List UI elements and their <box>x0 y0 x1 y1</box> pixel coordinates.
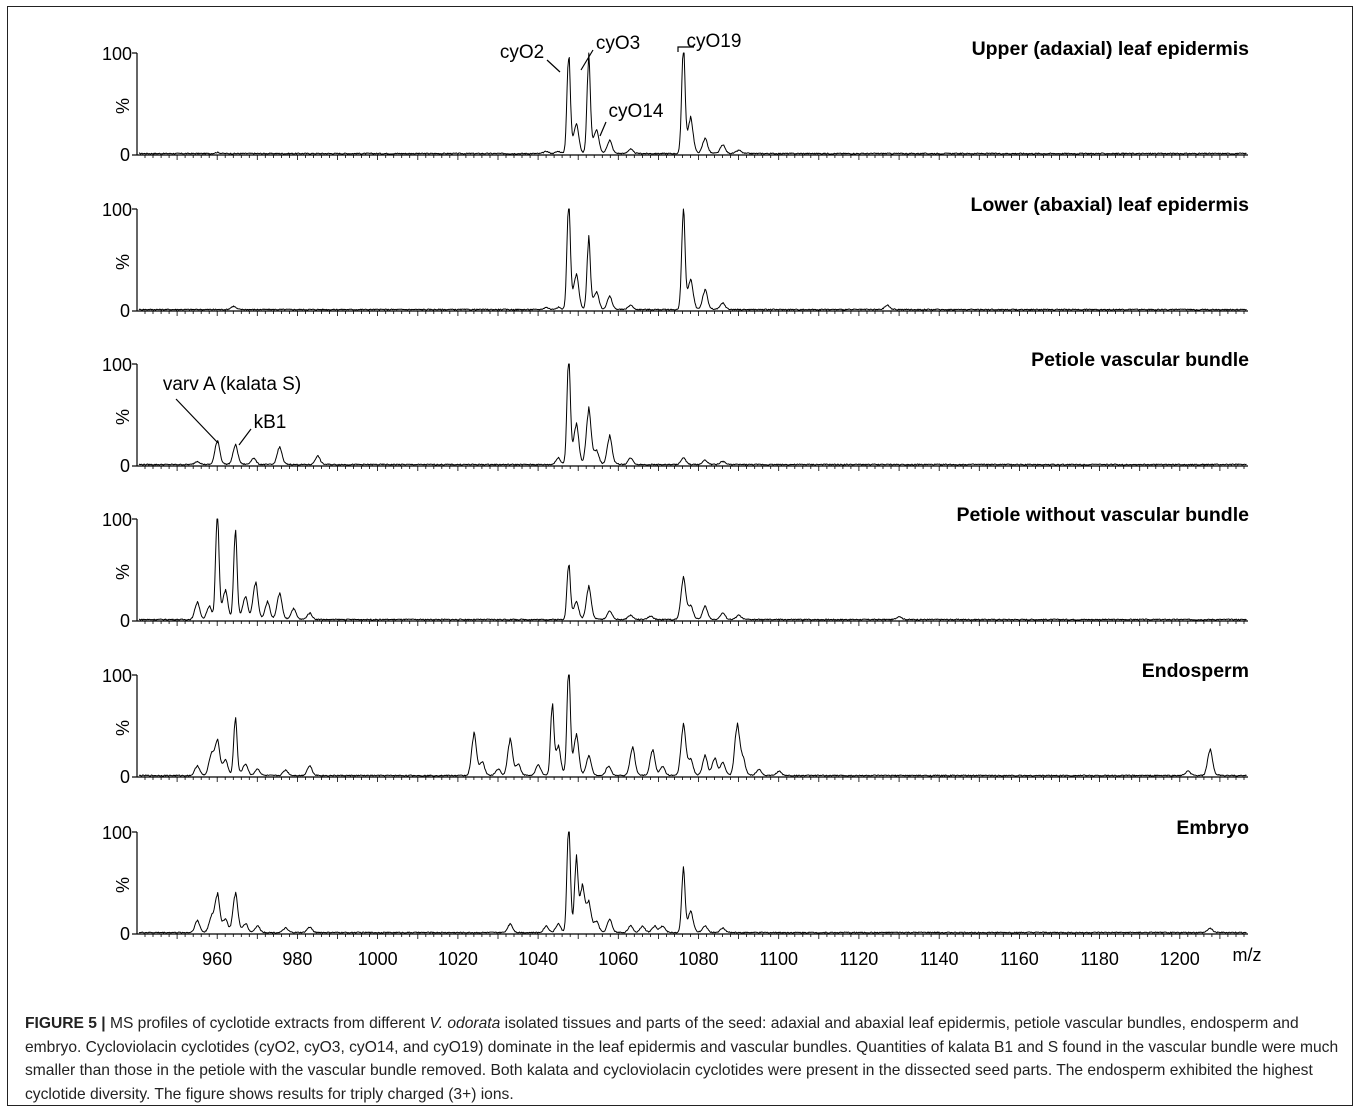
x-tick-label: 980 <box>282 949 312 969</box>
x-axis-label: m/z <box>1233 945 1262 965</box>
peak-annotation: kB1 <box>254 412 287 433</box>
x-tick-label: 1160 <box>1000 949 1039 969</box>
figure-label: FIGURE 5 | <box>25 1015 106 1032</box>
y-axis-label: % <box>113 409 133 425</box>
panel-title: Lower (abaxial) leaf epidermis <box>970 194 1249 216</box>
y-tick-label-0: 0 <box>120 924 130 944</box>
peak-annotation: cyO2 <box>500 42 544 63</box>
spectrum-trace-2 <box>138 208 1247 311</box>
panel-title: Petiole without vascular bundle <box>956 504 1249 526</box>
caption-text-2: isolated tissues and parts of the seed: … <box>25 1015 1339 1103</box>
y-tick-label-100: 100 <box>102 355 132 375</box>
y-axis-label: % <box>113 254 133 270</box>
caption-text-1: MS profiles of cyclotide extracts from d… <box>105 1015 430 1032</box>
x-minor-ticks-2 <box>144 311 1245 316</box>
y-axis-label: % <box>113 720 133 736</box>
y-tick-label-0: 0 <box>120 611 130 631</box>
x-tick-label: 1080 <box>678 949 718 969</box>
y-tick-label-100: 100 <box>102 666 132 686</box>
spectrum-trace-4 <box>138 518 1247 621</box>
x-tick-label: 1040 <box>518 949 558 969</box>
x-tick-label: 1000 <box>358 949 398 969</box>
panel-title: Endosperm <box>1142 660 1249 682</box>
y-tick-label-0: 0 <box>120 301 130 321</box>
spectrum-trace-3 <box>138 363 1247 466</box>
y-tick-label-0: 0 <box>120 145 130 165</box>
spectrum-trace-5 <box>138 674 1247 777</box>
annotation-leader <box>175 398 219 444</box>
ms-profiles-chart: 0 100% Upper (adaxial) leaf epidermis cyO2 c… <box>102 31 1262 969</box>
peak-annotation: varv A (kalata S) <box>163 374 301 395</box>
x-tick-label: 1120 <box>840 949 879 969</box>
annotation-leader <box>599 121 607 137</box>
x-minor-ticks-3 <box>144 466 1245 471</box>
y-tick-label-100: 100 <box>102 200 132 220</box>
panel-title: Petiole vascular bundle <box>1031 349 1249 371</box>
x-tick-label: 960 <box>202 949 232 969</box>
annotation-leader <box>677 46 694 52</box>
annotation-leader <box>580 49 594 71</box>
figure-caption: FIGURE 5 | MS profiles of cyclotide extr… <box>25 1012 1343 1106</box>
y-tick-label-100: 100 <box>102 510 132 530</box>
x-tick-label: 1020 <box>438 949 478 969</box>
y-axis-label: % <box>113 98 133 114</box>
annotation-leader <box>546 59 561 73</box>
y-tick-label-0: 0 <box>120 767 130 787</box>
y-axis-label: % <box>113 564 133 580</box>
y-tick-label-100: 100 <box>102 44 132 64</box>
x-tick-label: 1140 <box>920 949 959 969</box>
x-tick-label: 1060 <box>598 949 638 969</box>
panel-title: Embryo <box>1176 817 1249 839</box>
figure-frame <box>7 6 1353 1106</box>
annotation-leader <box>238 428 252 446</box>
y-axis-label: % <box>113 877 133 893</box>
x-minor-ticks-1 <box>144 155 1245 160</box>
peak-annotation: cyO3 <box>596 33 640 54</box>
x-minor-ticks-5 <box>144 777 1245 782</box>
x-minor-ticks-6 <box>144 934 1245 939</box>
spectrum-trace-1 <box>138 52 1247 155</box>
spectrum-trace-6 <box>138 831 1247 934</box>
x-tick-label: 1100 <box>759 949 798 969</box>
x-minor-ticks-4 <box>144 621 1245 626</box>
x-tick-label: 1200 <box>1160 949 1200 969</box>
peak-annotation: cyO19 <box>687 31 742 52</box>
peak-annotation: cyO14 <box>609 101 664 122</box>
panel-title: Upper (adaxial) leaf epidermis <box>972 38 1250 60</box>
y-tick-label-0: 0 <box>120 456 130 476</box>
x-tick-label: 1180 <box>1080 949 1119 969</box>
caption-species: V. odorata <box>429 1015 501 1032</box>
y-tick-label-100: 100 <box>102 823 132 843</box>
